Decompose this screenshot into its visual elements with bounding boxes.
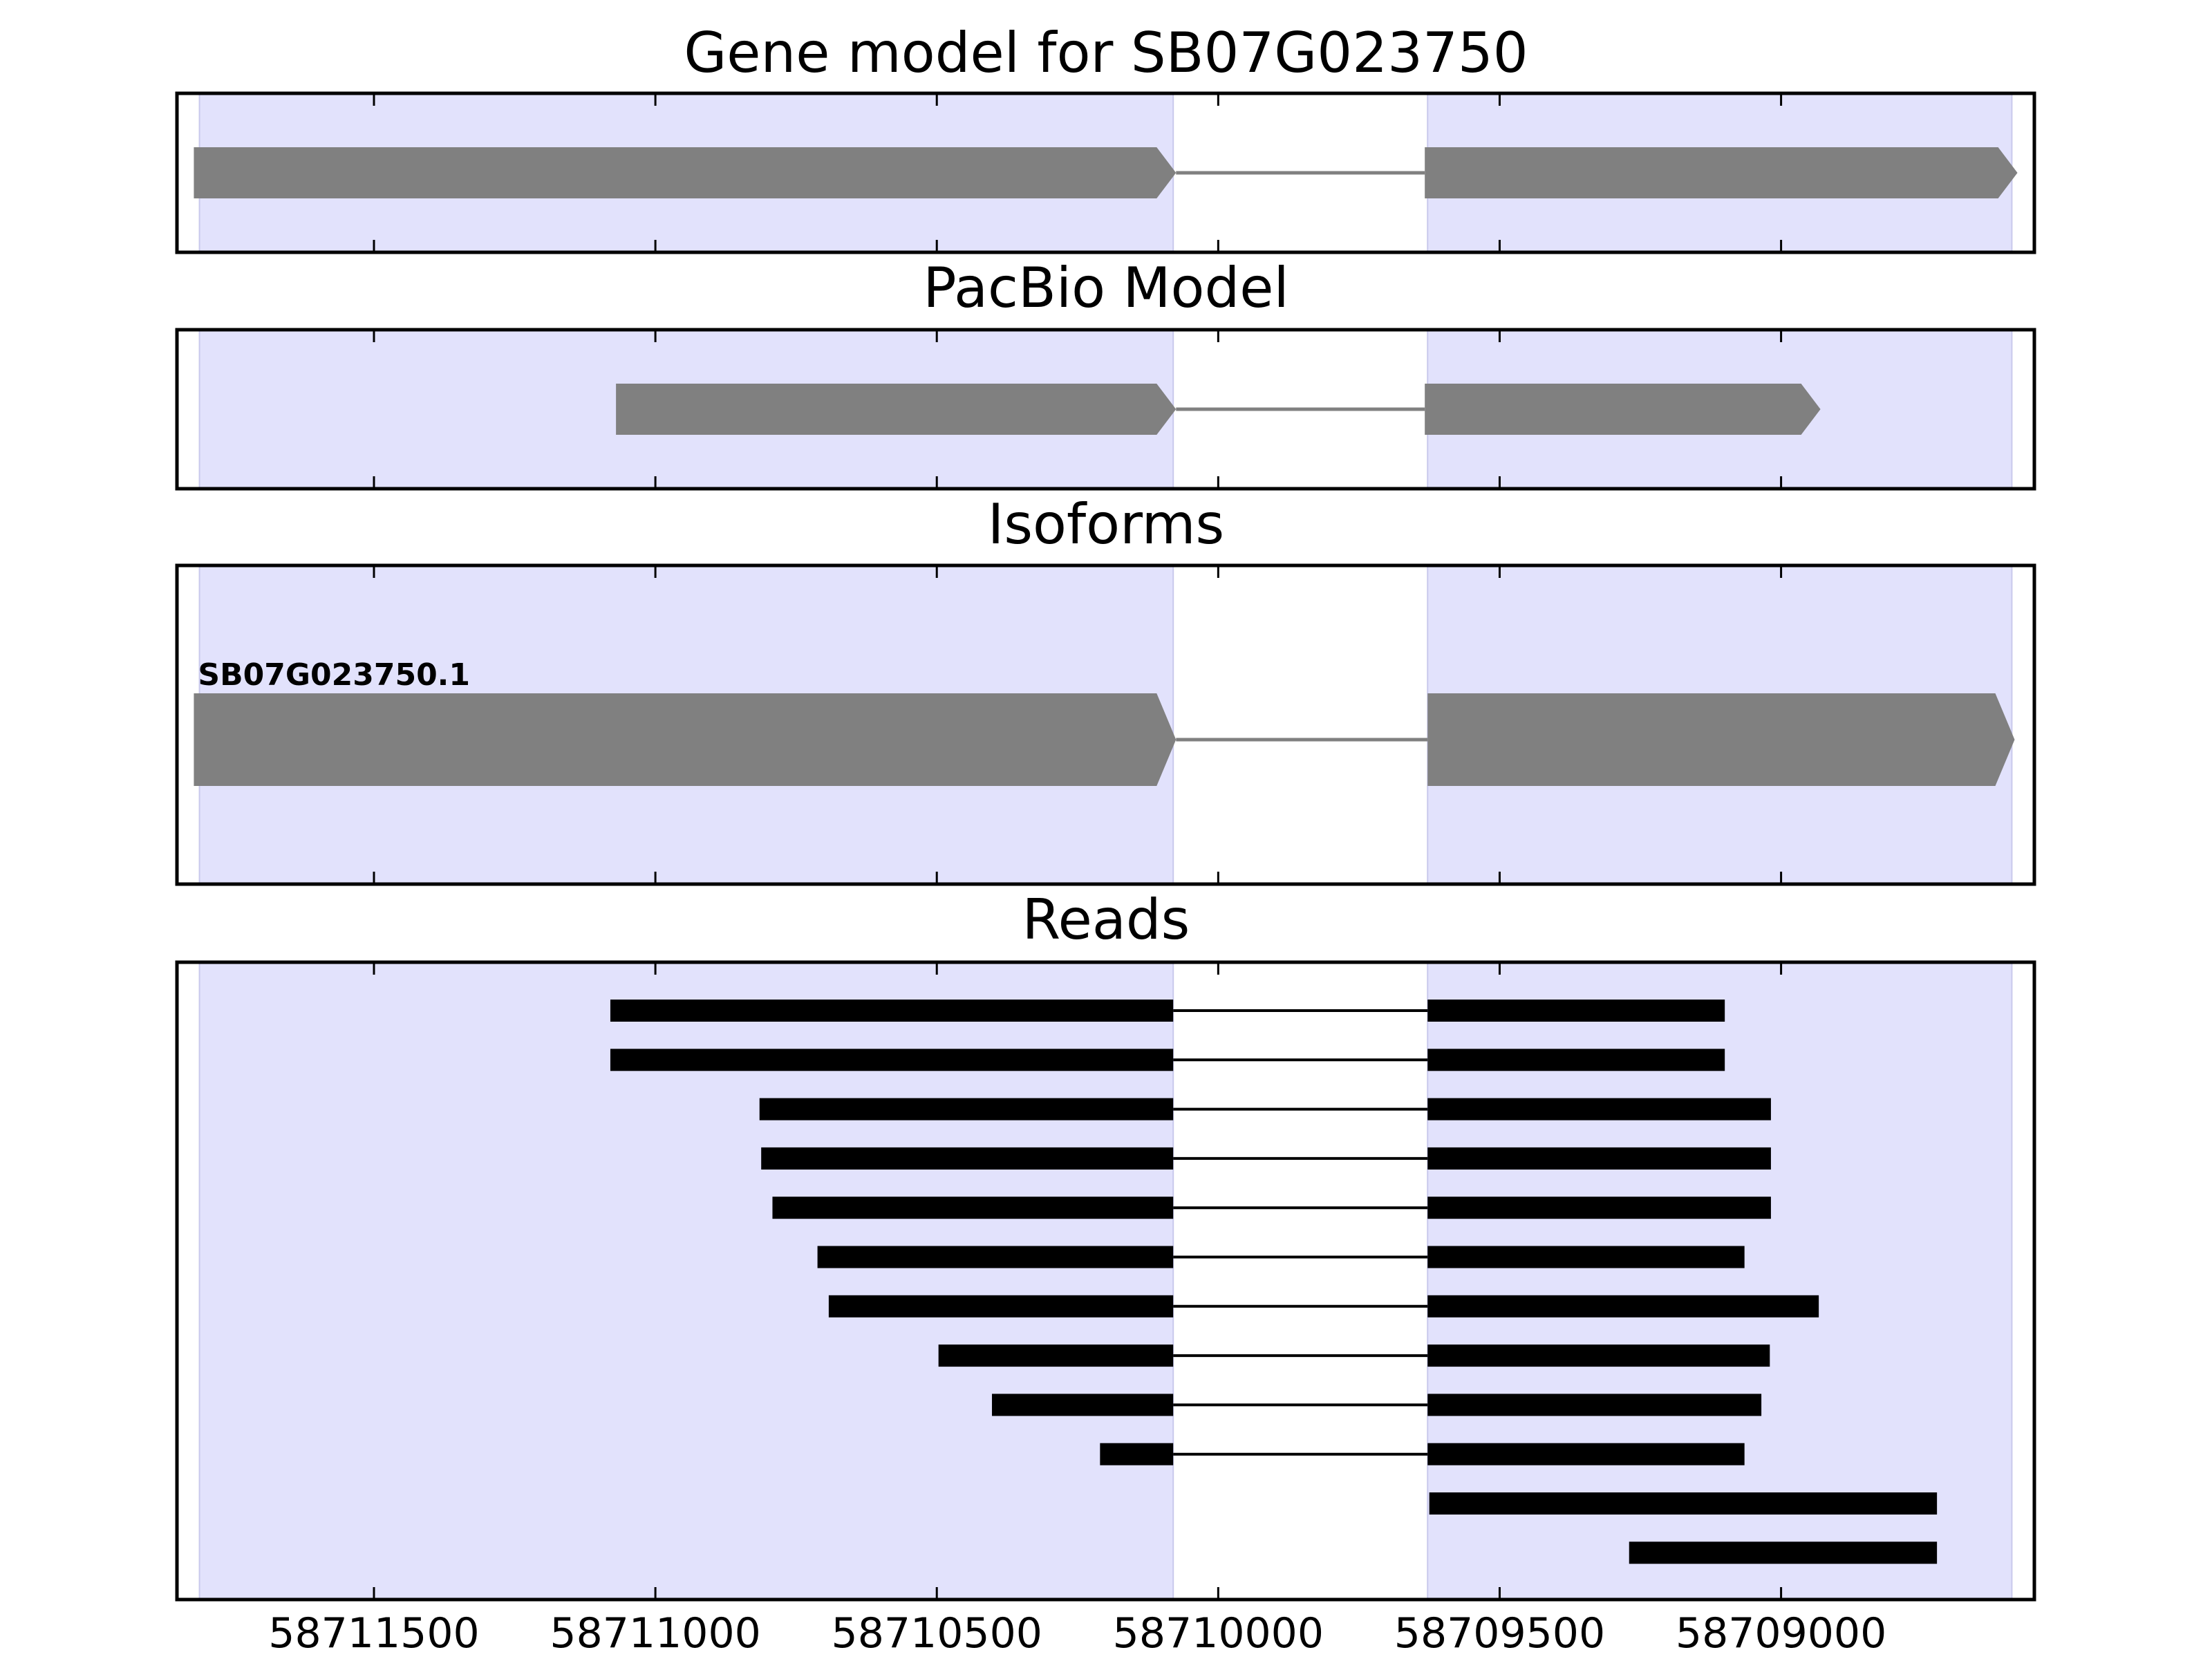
read-12 — [1629, 1541, 1938, 1564]
exon-block-1 — [194, 147, 1177, 198]
read-11 — [1429, 1492, 1938, 1515]
read-exon-block-1 — [761, 1147, 1174, 1170]
panel-title-reads: Reads — [1022, 888, 1190, 952]
panel-title-pacbio-model: PacBio Model — [923, 256, 1288, 320]
read-exon-block-1 — [992, 1394, 1174, 1416]
read-9 — [992, 1394, 1762, 1416]
read-5 — [772, 1197, 1771, 1219]
panel-title-isoforms: Isoforms — [988, 492, 1224, 556]
gene-feature — [616, 384, 1821, 435]
x-tick-label: 58709000 — [1676, 1609, 1886, 1658]
gene-feature: SB07G023750.1 — [194, 657, 2015, 786]
panel-gene-model: Gene model for SB07G023750 — [175, 21, 2036, 254]
read-7 — [828, 1295, 1819, 1318]
read-exon-block-1 — [828, 1295, 1174, 1318]
read-exon-block-1 — [1429, 1492, 1938, 1515]
isoform-label: SB07G023750.1 — [198, 657, 470, 693]
panel-body-pacbio-model — [175, 328, 2036, 491]
read-exon-block-2 — [1427, 1344, 1770, 1367]
panel-pacbio-model: PacBio Model — [175, 256, 2036, 491]
read-exon-block-2 — [1427, 1197, 1771, 1219]
read-exon-block-1 — [610, 1049, 1174, 1071]
read-6 — [817, 1246, 1745, 1268]
exon-block-2 — [1427, 693, 2015, 786]
read-exon-block-2 — [1427, 1000, 1725, 1022]
exon-block-1 — [194, 693, 1177, 786]
x-tick-label: 58709500 — [1394, 1609, 1605, 1658]
panel-frame — [175, 563, 2036, 886]
read-exon-block-2 — [1427, 1049, 1725, 1071]
panel-frame — [175, 328, 2036, 491]
gene-feature — [194, 147, 2018, 198]
panel-title-gene-model: Gene model for SB07G023750 — [684, 21, 1528, 85]
read-exon-block-2 — [1427, 1246, 1745, 1268]
read-10 — [1100, 1443, 1745, 1465]
read-exon-block-2 — [1427, 1394, 1762, 1416]
panel-body-gene-model — [175, 91, 2036, 254]
read-4 — [761, 1147, 1771, 1170]
read-exon-block-1 — [938, 1344, 1174, 1367]
read-3 — [759, 1098, 1771, 1121]
read-exon-block-1 — [1100, 1443, 1174, 1465]
read-exon-block-1 — [817, 1246, 1174, 1268]
panel-body-reads — [175, 960, 2036, 1602]
panel-frame — [175, 91, 2036, 254]
x-tick-label: 58710500 — [832, 1609, 1042, 1658]
exon-block-1 — [616, 384, 1177, 435]
read-exon-block-2 — [1427, 1147, 1771, 1170]
read-exon-block-2 — [1427, 1098, 1771, 1121]
panel-reads: Reads — [175, 888, 2036, 1602]
exon-block-2 — [1425, 147, 2018, 198]
read-exon-block-2 — [1427, 1295, 1819, 1318]
read-exon-block-1 — [1629, 1541, 1938, 1564]
read-2 — [610, 1049, 1725, 1071]
x-tick-label: 58710000 — [1113, 1609, 1324, 1658]
panel-isoforms: Isoforms SB07G023750.1 — [175, 492, 2036, 886]
x-axis-tick-labels: 58711500 58711000 58710500 58710000 58709500… — [268, 1609, 1886, 1658]
read-exon-block-1 — [759, 1098, 1174, 1121]
read-exon-block-1 — [772, 1197, 1174, 1219]
x-tick-label: 58711000 — [550, 1609, 760, 1658]
x-tick-label: 58711500 — [268, 1609, 479, 1658]
read-exon-block-1 — [610, 1000, 1174, 1022]
exon-block-2 — [1425, 384, 1821, 435]
read-1 — [610, 1000, 1725, 1022]
panel-frame — [175, 960, 2036, 1602]
read-8 — [938, 1344, 1770, 1367]
read-exon-block-2 — [1427, 1443, 1745, 1465]
panel-body-isoforms: SB07G023750.1 — [175, 563, 2036, 886]
